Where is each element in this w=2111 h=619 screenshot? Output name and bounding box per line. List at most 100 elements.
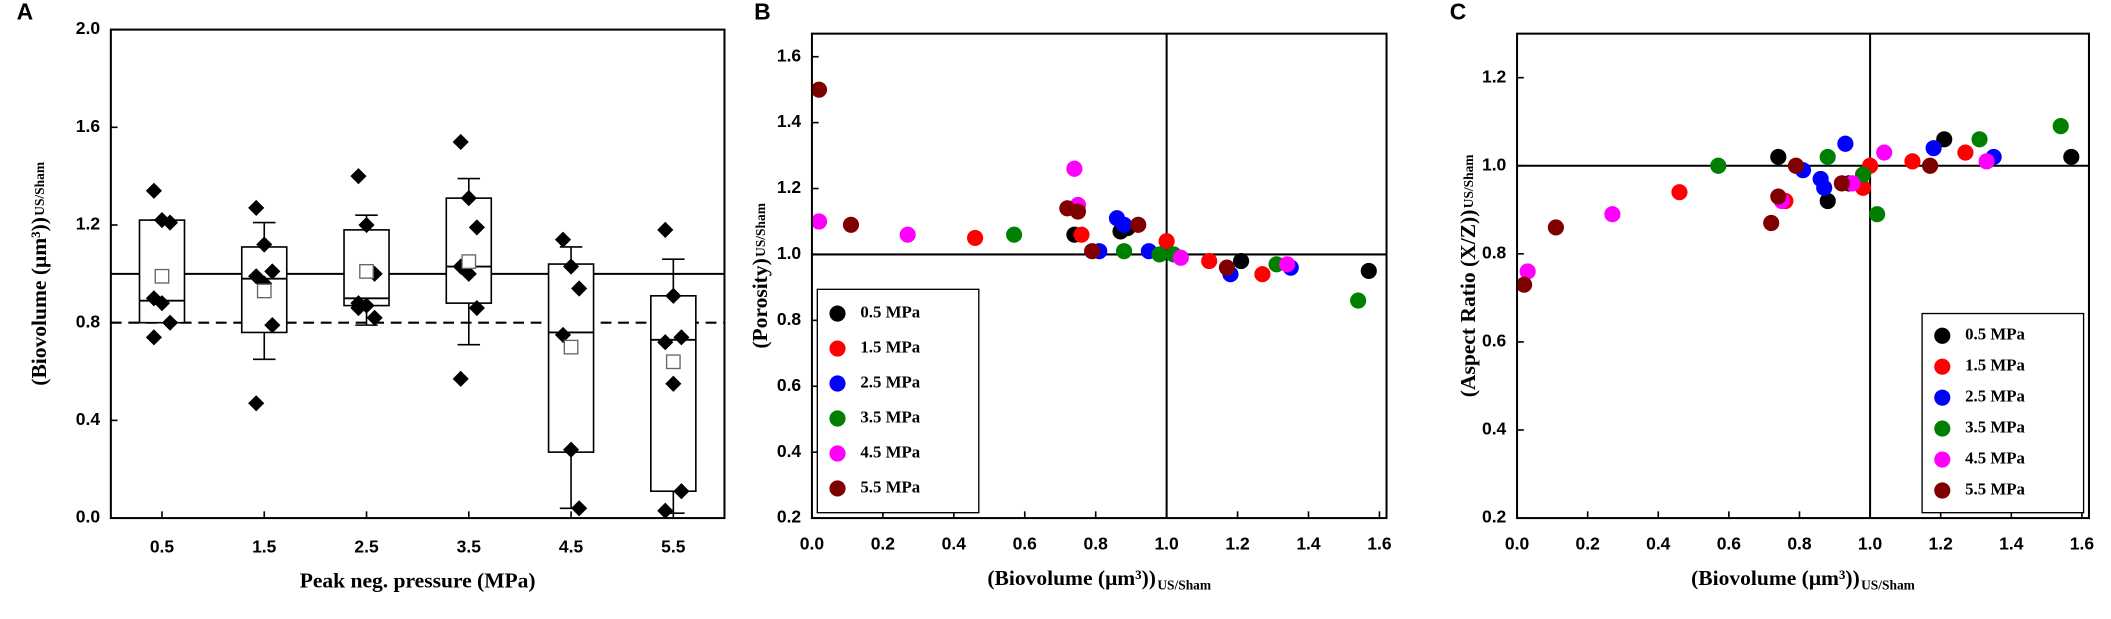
legend-marker — [1934, 327, 1951, 344]
data-point — [1904, 153, 1921, 170]
plot-frame — [810, 32, 1388, 520]
data-point — [1819, 148, 1836, 166]
x-tick-label: 0.4 — [1646, 534, 1671, 554]
data-point — [350, 168, 367, 185]
data-point — [1006, 226, 1023, 243]
box — [650, 295, 697, 493]
x-tick-label: 5.5 — [661, 536, 686, 556]
data-point — [657, 221, 674, 238]
data-point — [562, 441, 580, 458]
data-point — [1710, 157, 1727, 174]
plot-frame — [109, 28, 726, 520]
legend-label: 2.5 MPa — [1965, 386, 2025, 405]
data-point — [1084, 243, 1101, 260]
axis-label-subscript: US/Sham — [753, 203, 768, 257]
data-point — [571, 500, 588, 517]
data-point — [1936, 131, 1953, 148]
data-point — [452, 133, 469, 151]
x-tick-label: 1.6 — [1367, 534, 1392, 554]
data-point — [967, 229, 984, 247]
legend-marker — [1934, 420, 1951, 437]
data-point — [1978, 153, 1995, 170]
y-tick-label: 0.8 — [76, 311, 101, 331]
box — [445, 197, 493, 304]
data-point — [264, 263, 281, 280]
y-tick-label: 1.6 — [76, 116, 101, 136]
data-point — [145, 329, 162, 346]
data-point — [1172, 249, 1189, 266]
data-point — [1516, 276, 1533, 293]
legend-label: 5.5 MPa — [1965, 479, 2025, 498]
y-tick-label: 0.2 — [1482, 507, 1507, 527]
plot-frame — [1516, 32, 2090, 520]
x-tick-label: 0.4 — [942, 534, 967, 554]
legend-label: 4.5 MPa — [1965, 448, 2025, 467]
x-tick-label: 0.6 — [1013, 534, 1038, 554]
legend-marker — [829, 375, 846, 392]
x-tick-label: 0.2 — [1576, 534, 1601, 554]
data-point — [554, 231, 572, 248]
data-point — [358, 216, 375, 234]
data-point — [1763, 214, 1780, 232]
data-point — [366, 309, 383, 326]
x-axis-label: (Biovolume (μm³))US/Sham — [1691, 566, 1915, 593]
axis-label-subscript: US/Sham — [1861, 578, 1915, 593]
data-point — [1350, 292, 1367, 309]
data-point — [1604, 206, 1621, 223]
axis-label-subscript: US/Sham — [1461, 154, 1476, 208]
data-point — [1837, 135, 1854, 152]
data-point — [665, 375, 682, 392]
data-point — [460, 265, 477, 282]
panel-label: B — [754, 0, 771, 25]
y-tick-label: 0.2 — [777, 507, 802, 527]
data-point — [1254, 266, 1271, 283]
data-point — [248, 268, 265, 285]
data-point — [1151, 246, 1168, 263]
x-tick-label: 2.5 — [354, 536, 379, 556]
data-point — [1671, 184, 1688, 201]
legend-label: 3.5 MPa — [1965, 417, 2025, 436]
mean — [665, 354, 681, 370]
legend-label: 0.5 MPa — [860, 302, 920, 321]
data-point — [264, 317, 281, 334]
legend-label: 2.5 MPa — [860, 372, 920, 391]
x-axis-label: (Biovolume (μm³))US/Sham — [987, 566, 1211, 593]
axis-label-text: (Porosity) — [748, 258, 772, 348]
data-point — [161, 314, 179, 331]
y-axis-label: (Aspect Ratio (X/Z)) US/Sham — [1456, 154, 1480, 397]
y-tick-label: 0.6 — [1482, 331, 1507, 351]
axis-label-subscript: US/Sham — [32, 162, 47, 216]
x-tick-label: 1.4 — [1999, 534, 2024, 554]
x-tick-label: 0.5 — [150, 536, 175, 556]
data-point — [842, 216, 860, 233]
data-point — [657, 502, 674, 519]
y-axis-label: (Biovolume (μm³))US/Sham — [27, 162, 51, 386]
legend-marker — [829, 410, 846, 427]
data-point — [2063, 148, 2080, 166]
data-point — [810, 213, 828, 230]
data-point — [248, 199, 265, 216]
axis-label-text: (Biovolume (μm³)) — [987, 566, 1156, 590]
x-tick-label: 1.6 — [2070, 534, 2095, 554]
panel-label: C — [1450, 0, 1467, 25]
data-point — [1519, 263, 1536, 280]
mean — [461, 254, 477, 270]
data-point — [1360, 262, 1377, 279]
data-point — [1957, 144, 1974, 161]
x-tick-label: 3.5 — [457, 536, 482, 556]
panel-label: A — [17, 0, 34, 25]
data-point — [1816, 179, 1833, 196]
y-tick-label: 0.4 — [777, 441, 802, 461]
legend-box — [816, 288, 980, 514]
data-point — [1115, 216, 1133, 233]
y-tick-label: 1.2 — [1482, 66, 1507, 86]
mean — [359, 263, 374, 279]
data-point — [1201, 252, 1218, 270]
x-tick-label: 0.2 — [871, 534, 896, 554]
data-point — [899, 226, 916, 243]
legend-marker — [1934, 389, 1951, 406]
data-point — [350, 299, 367, 317]
y-tick-label: 1.0 — [777, 243, 801, 263]
legend-marker — [829, 340, 846, 357]
